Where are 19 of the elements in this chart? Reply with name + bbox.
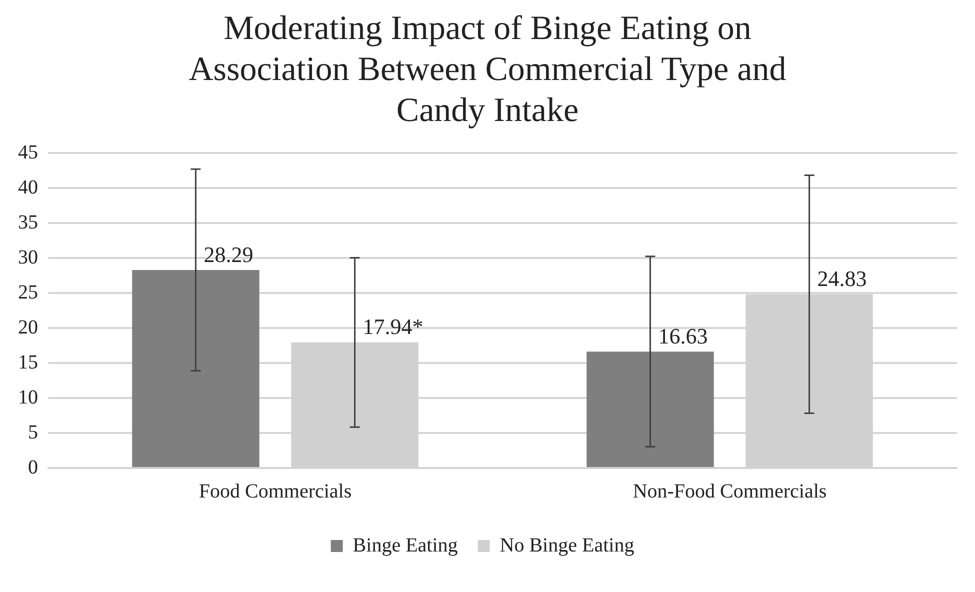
- y-tick-label: 35: [18, 211, 38, 234]
- chart-title: Moderating Impact of Binge Eating on Association Between Commercial Type and Candy Intake: [188, 9, 788, 131]
- y-tick-label: 5: [28, 421, 38, 444]
- data-label: 17.94*: [362, 314, 424, 340]
- legend-label: Binge Eating: [352, 534, 458, 556]
- y-tick-label: 20: [18, 316, 38, 338]
- data-label: 28.29: [204, 242, 254, 267]
- y-tick-label: 40: [18, 176, 38, 198]
- y-tick-label: 0: [28, 456, 38, 478]
- x-tick-label: Food Commercials: [198, 480, 352, 502]
- y-tick-label: 15: [18, 351, 38, 374]
- legend-label: No Binge Eating: [500, 534, 634, 556]
- y-tick-label: 10: [18, 386, 38, 408]
- data-label: 24.83: [817, 266, 867, 291]
- y-tick-label: 45: [18, 141, 38, 164]
- y-tick-label: 25: [18, 281, 38, 304]
- y-tick-label: 30: [18, 246, 38, 268]
- x-tick-label: Non-Food Commercials: [632, 480, 827, 502]
- data-label: 16.63: [658, 323, 708, 348]
